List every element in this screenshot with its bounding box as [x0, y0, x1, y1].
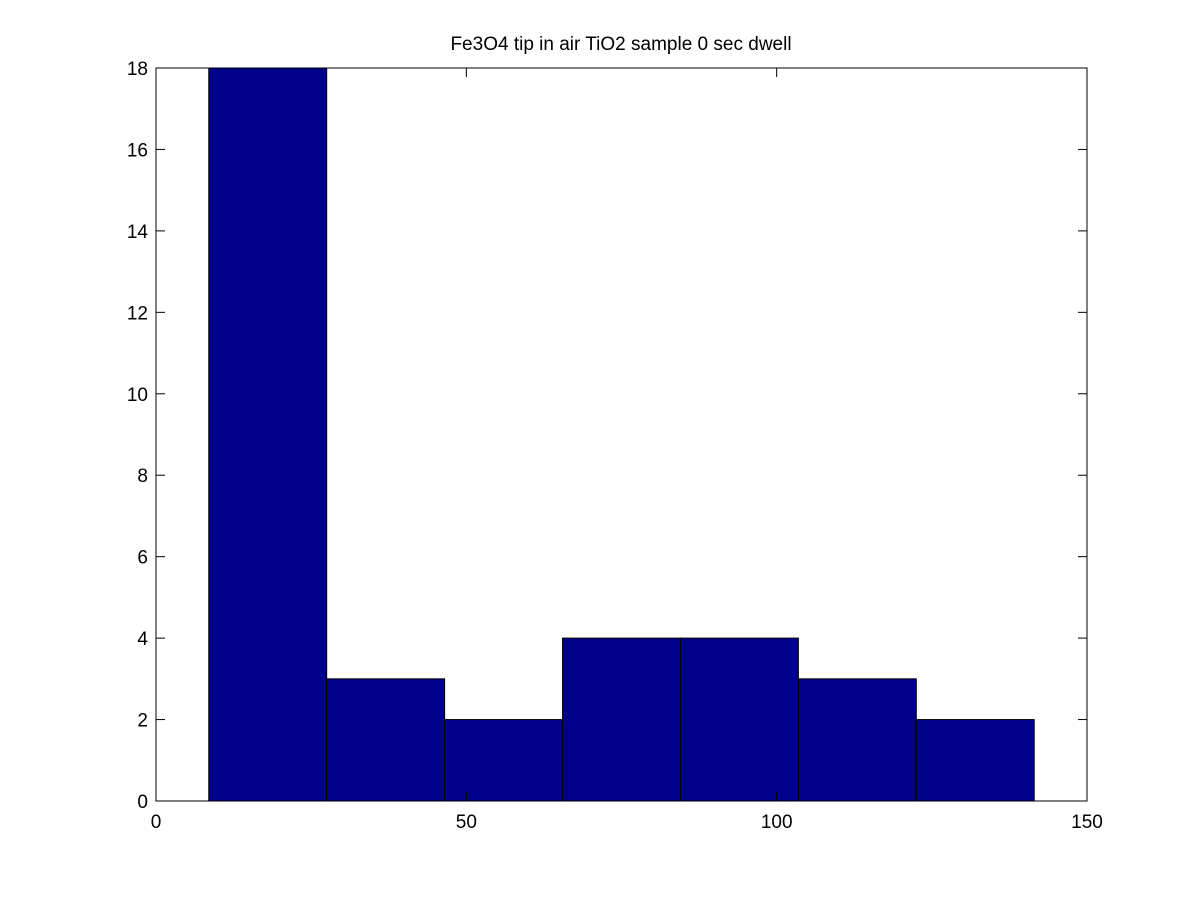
y-tick-label: 4	[137, 629, 148, 650]
x-tick-label: 0	[151, 812, 162, 833]
histogram-bar	[915, 719, 1035, 802]
y-tick-label: 18	[127, 59, 148, 80]
y-axis-tick-labels: 0 2 4 6 8 10 12 14 16 18	[127, 59, 149, 813]
histogram-bar	[562, 637, 681, 802]
y-tick-label: 6	[137, 548, 148, 569]
y-tick-label: 10	[127, 385, 148, 406]
y-tick-label: 14	[127, 222, 149, 243]
y-tick-label: 8	[137, 466, 148, 487]
x-tick-label: 150	[1071, 812, 1103, 833]
x-tick-label: 100	[761, 812, 793, 833]
x-tick-label: 50	[456, 812, 477, 833]
y-tick-label: 12	[127, 303, 148, 324]
y-tick-label: 16	[127, 140, 148, 161]
histogram-bar	[326, 678, 446, 802]
x-axis-tick-labels: 0 50 100 150	[151, 812, 1103, 833]
plot-area-frame	[155, 67, 1088, 802]
histogram-bar	[444, 719, 564, 802]
y-tick-label: 2	[137, 711, 148, 732]
histogram-bars	[208, 67, 1035, 802]
histogram-bar	[679, 637, 799, 802]
histogram-bar	[208, 67, 328, 802]
y-tick-label: 0	[137, 792, 148, 813]
histogram-bar	[797, 678, 917, 802]
chart-title: Fe3O4 tip in air TiO2 sample 0 sec dwell	[450, 34, 791, 55]
